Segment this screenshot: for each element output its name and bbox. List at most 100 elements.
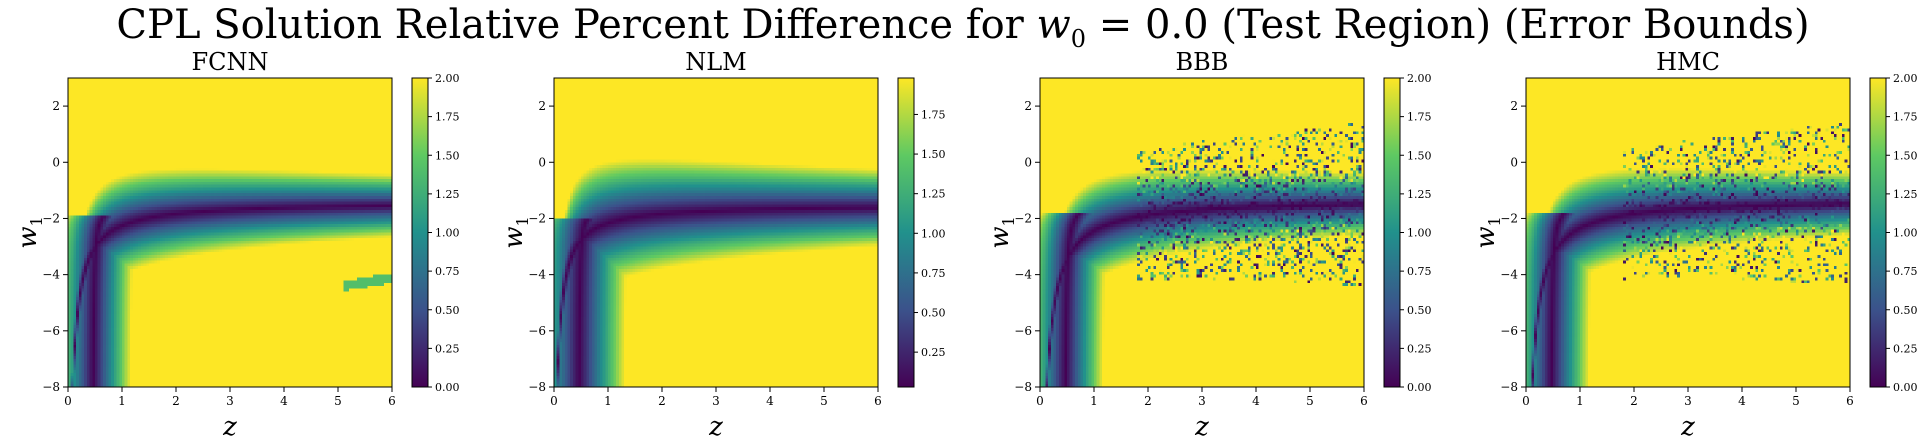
- x-tick-label: 3: [1198, 394, 1206, 408]
- x-tick-label: 5: [334, 394, 342, 408]
- colorbar-tick-label: 1.50: [921, 148, 946, 161]
- panel-title: BBB: [1176, 48, 1229, 76]
- x-tick-label: 5: [1306, 394, 1314, 408]
- y-axis-label: w1: [1471, 216, 1504, 248]
- y-tick-label: −2: [1014, 211, 1032, 225]
- y-tick-label: −4: [1500, 268, 1518, 282]
- x-tick-label: 5: [1792, 394, 1800, 408]
- y-tick-label: 2: [1510, 99, 1518, 113]
- colorbar: [1869, 77, 1887, 388]
- x-tick-label: 0: [550, 394, 558, 408]
- colorbar-tick-label: 1.25: [921, 188, 946, 201]
- colorbar-tick-label: 1.75: [435, 111, 460, 124]
- y-tick-label: −8: [1500, 380, 1518, 394]
- colorbar-tick-label: 1.75: [1407, 111, 1432, 124]
- title-suffix: (Test Region) (Error Bounds): [1221, 2, 1810, 48]
- colorbar-tick-label: 1.00: [435, 227, 460, 240]
- x-tick-label: 2: [658, 394, 666, 408]
- y-tick-label: 0: [1024, 155, 1032, 169]
- colorbar-tick-label: 0.25: [921, 346, 946, 359]
- x-axis-label: z: [1194, 412, 1209, 442]
- colorbar-tick-label: 1.00: [921, 227, 946, 240]
- x-axis-label: z: [222, 412, 237, 442]
- x-tick-label: 0: [1036, 394, 1044, 408]
- colorbar-tick-label: 0.75: [921, 267, 946, 280]
- colorbar-tick-label: 0.00: [435, 381, 460, 394]
- y-tick-label: −4: [42, 268, 60, 282]
- title-math: w0: [1036, 2, 1087, 53]
- x-tick-label: 6: [874, 394, 882, 408]
- y-tick-label: 0: [52, 155, 60, 169]
- colorbar-tick-label: 1.50: [1893, 149, 1918, 162]
- colorbar-tick-label: 0.75: [435, 265, 460, 278]
- colorbar-tick-label: 0.25: [435, 342, 460, 355]
- x-tick-label: 6: [388, 394, 396, 408]
- y-tick-label: −8: [1014, 380, 1032, 394]
- colorbar-tick-label: 1.25: [1893, 188, 1918, 201]
- y-tick-label: −6: [42, 324, 60, 338]
- x-tick-label: 6: [1846, 394, 1854, 408]
- panel-title: HMC: [1656, 48, 1720, 76]
- y-tick-label: −2: [528, 211, 546, 225]
- y-tick-label: 2: [1024, 99, 1032, 113]
- x-tick-label: 2: [172, 394, 180, 408]
- y-tick-label: −8: [528, 380, 546, 394]
- y-tick-label: −4: [1014, 268, 1032, 282]
- colorbar-tick-label: 0.75: [1893, 265, 1918, 278]
- colorbar-tick-label: 1.50: [435, 149, 460, 162]
- figure-title: CPL Solution Relative Percent Difference…: [0, 2, 1926, 53]
- y-tick-label: −6: [528, 324, 546, 338]
- y-tick-label: −6: [1014, 324, 1032, 338]
- colorbar-tick-label: 0.50: [435, 304, 460, 317]
- x-axis-label: z: [1680, 412, 1695, 442]
- colorbar-tick-label: 0.25: [1893, 342, 1918, 355]
- panel-title: NLM: [685, 48, 747, 76]
- y-axis-label: w1: [985, 216, 1018, 248]
- y-tick-label: −2: [42, 211, 60, 225]
- colorbar-tick-label: 0.00: [1893, 381, 1918, 394]
- x-tick-label: 2: [1630, 394, 1638, 408]
- colorbar-tick-label: 0.50: [1407, 304, 1432, 317]
- y-tick-label: 2: [52, 99, 60, 113]
- y-axis-label: w1: [13, 216, 46, 248]
- y-axis-label-symbol: w: [499, 226, 529, 248]
- colorbar-tick-label: 2.00: [1407, 72, 1432, 85]
- y-axis-label: w1: [499, 216, 532, 248]
- title-math-value: = 0.0: [1098, 2, 1209, 48]
- y-tick-label: 2: [538, 99, 546, 113]
- x-tick-label: 5: [820, 394, 828, 408]
- x-tick-label: 1: [604, 394, 612, 408]
- heatmap-image: [1040, 78, 1364, 387]
- colorbar: [897, 77, 915, 388]
- y-tick-label: −8: [42, 380, 60, 394]
- x-tick-label: 1: [1576, 394, 1584, 408]
- colorbar-tick-label: 2.00: [435, 72, 460, 85]
- y-axis-label-subscript: 1: [1485, 216, 1504, 226]
- x-tick-label: 4: [1252, 394, 1260, 408]
- colorbar-tick-label: 0.50: [921, 307, 946, 320]
- y-axis-label-symbol: w: [985, 226, 1015, 248]
- heatmap-image: [554, 78, 878, 387]
- x-axis-label: z: [708, 412, 723, 442]
- x-tick-label: 1: [118, 394, 126, 408]
- title-prefix: CPL Solution Relative Percent Difference…: [116, 2, 1024, 48]
- colorbar-tick-label: 0.50: [1893, 304, 1918, 317]
- x-tick-label: 3: [226, 394, 234, 408]
- y-tick-label: −4: [528, 268, 546, 282]
- y-tick-label: −6: [1500, 324, 1518, 338]
- colorbar-tick-label: 1.00: [1407, 227, 1432, 240]
- y-axis-label-subscript: 1: [27, 216, 46, 226]
- colorbar-tick-label: 0.75: [1407, 265, 1432, 278]
- heatmap-image: [68, 78, 392, 387]
- y-axis-label-symbol: w: [13, 226, 43, 248]
- colorbar-tick-label: 0.00: [1407, 381, 1432, 394]
- colorbar-tick-label: 1.75: [1893, 111, 1918, 124]
- colorbar-tick-label: 1.00: [1893, 227, 1918, 240]
- y-axis-label-symbol: w: [1471, 226, 1501, 248]
- x-tick-label: 2: [1144, 394, 1152, 408]
